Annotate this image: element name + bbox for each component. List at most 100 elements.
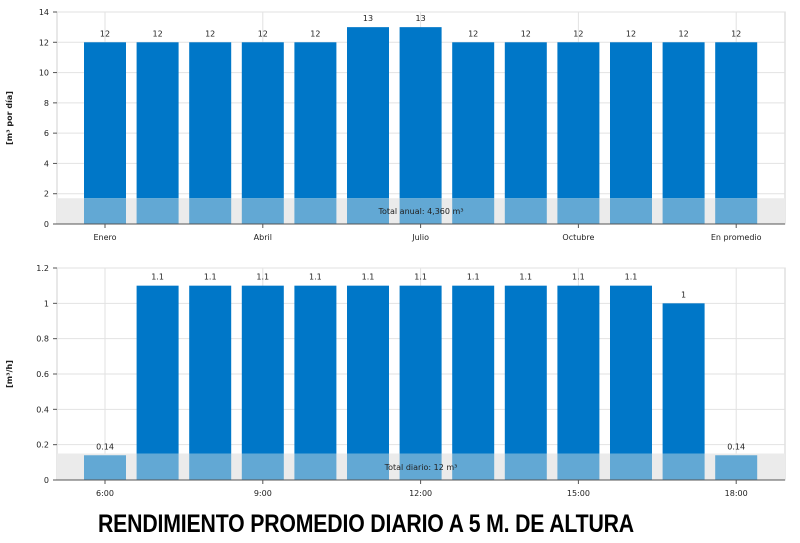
- bar: [557, 285, 600, 454]
- bar: [241, 285, 284, 454]
- bar-base: [189, 198, 232, 224]
- data-label: 12: [468, 29, 478, 38]
- bar-base: [557, 453, 600, 480]
- y-tick-label: 0.4: [36, 405, 49, 414]
- data-label: 12: [731, 29, 741, 38]
- bar: [662, 42, 705, 199]
- bar-base: [84, 455, 126, 480]
- bar-base: [84, 198, 126, 224]
- x-tick-label: 12:00: [409, 489, 432, 498]
- data-label: 1.1: [414, 273, 427, 282]
- bar: [294, 285, 337, 454]
- bar-base: [241, 198, 284, 224]
- y-tick-label: 1: [44, 299, 49, 308]
- bar-base: [557, 198, 600, 224]
- bar: [452, 285, 495, 454]
- bar-base: [399, 453, 442, 480]
- bar: [610, 285, 652, 454]
- x-tick-label: 9:00: [254, 489, 272, 498]
- y-axis-label: [m³/h]: [5, 360, 14, 388]
- data-label: 1.1: [151, 273, 164, 282]
- x-tick-label: 18:00: [725, 489, 748, 498]
- bar-base: [610, 198, 652, 224]
- x-tick-label: Enero: [93, 233, 116, 242]
- y-tick-label: 0: [44, 220, 49, 229]
- x-tick-label: 15:00: [567, 489, 590, 498]
- data-label: 12: [258, 29, 268, 38]
- bar-base: [189, 453, 232, 480]
- bar: [662, 303, 705, 454]
- bar-base: [715, 455, 758, 480]
- y-axis-label: [m³ por día]: [5, 91, 14, 145]
- bar-base: [347, 453, 389, 480]
- data-label: 1.1: [204, 273, 217, 282]
- y-tick-label: 6: [44, 129, 49, 138]
- y-tick-label: 4: [44, 159, 49, 168]
- data-label: 13: [416, 14, 426, 23]
- data-label: 1.1: [572, 273, 585, 282]
- bar-base: [241, 453, 284, 480]
- y-tick-label: 8: [44, 99, 49, 108]
- chart-1: 0 2 4 6 8 10 12 14 12 12 12 12 12 13 13 12 12 12 12 12 12 Tot…: [5, 8, 786, 242]
- bar-base: [136, 198, 179, 224]
- bar-base: [504, 198, 547, 224]
- band-label: Total anual: 4,360 m³: [377, 207, 463, 216]
- y-tick-label: 0.2: [36, 441, 49, 450]
- y-tick-label: 0: [44, 476, 49, 485]
- data-label: 1.1: [625, 273, 638, 282]
- data-label: 1.1: [256, 273, 269, 282]
- bar: [136, 285, 179, 454]
- bar-base: [294, 453, 337, 480]
- bar: [610, 42, 652, 199]
- bar-base: [452, 198, 495, 224]
- data-label: 12: [153, 29, 163, 38]
- data-label: 12: [100, 29, 110, 38]
- bar: [399, 285, 442, 454]
- y-tick-label: 14: [39, 8, 49, 17]
- data-label: 0.14: [727, 442, 745, 451]
- bar: [715, 42, 758, 199]
- bar-base: [504, 453, 547, 480]
- bar-base: [452, 453, 495, 480]
- y-tick-label: 10: [39, 69, 49, 78]
- bar-base: [662, 198, 705, 224]
- bar-base: [347, 198, 389, 224]
- data-label: 1.1: [467, 273, 480, 282]
- bar-base: [136, 453, 179, 480]
- data-label: 12: [679, 29, 689, 38]
- bar: [504, 285, 547, 454]
- bar-base: [399, 198, 442, 224]
- y-tick-label: 0.6: [36, 370, 49, 379]
- x-tick-label: Octubre: [562, 233, 594, 242]
- bar: [504, 42, 547, 199]
- band-label: Total diario: 12 m³: [384, 463, 458, 472]
- data-label: 12: [521, 29, 531, 38]
- bar: [241, 42, 284, 199]
- x-tick-label: Julio: [411, 233, 429, 242]
- bar-base: [610, 453, 652, 480]
- y-tick-label: 2: [44, 190, 49, 199]
- data-label: 12: [573, 29, 583, 38]
- data-label: 12: [310, 29, 320, 38]
- bar: [399, 27, 442, 199]
- bar: [189, 285, 232, 454]
- data-label: 12: [626, 29, 636, 38]
- bar: [136, 42, 179, 199]
- x-tick-label: Abril: [254, 233, 272, 242]
- y-tick-label: 1.2: [36, 264, 49, 273]
- data-label: 1.1: [309, 273, 322, 282]
- caption-title: RENDIMIENTO PROMEDIO DIARIO A 5 M. DE AL…: [98, 510, 634, 538]
- bar: [452, 42, 495, 199]
- bar-base: [662, 453, 705, 480]
- data-label: 1: [681, 290, 686, 299]
- data-label: 12: [205, 29, 215, 38]
- data-label: 0.14: [96, 442, 114, 451]
- x-tick-label: 6:00: [96, 489, 114, 498]
- data-label: 1.1: [519, 273, 532, 282]
- chart-2: 0 0.2 0.4 0.6 0.8 1 1.2 0.14 1.1 1.1 1.1 1.1 1.1 1.1 1…: [5, 264, 786, 498]
- bar: [347, 27, 389, 199]
- bar: [84, 42, 126, 199]
- bar: [347, 285, 389, 454]
- bar-base: [715, 198, 758, 224]
